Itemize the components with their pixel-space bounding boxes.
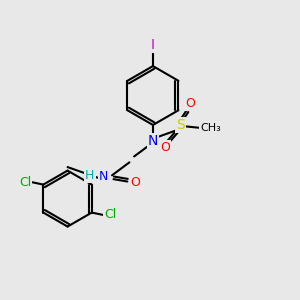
Text: Cl: Cl [19,176,31,189]
Text: Cl: Cl [104,208,116,221]
Text: I: I [151,38,155,52]
Text: N: N [99,170,108,183]
Text: N: N [148,134,158,148]
Text: CH₃: CH₃ [200,123,221,133]
Text: O: O [130,176,140,190]
Text: O: O [185,97,195,110]
Text: O: O [160,141,170,154]
Text: S: S [176,118,185,132]
Text: H: H [85,169,94,182]
